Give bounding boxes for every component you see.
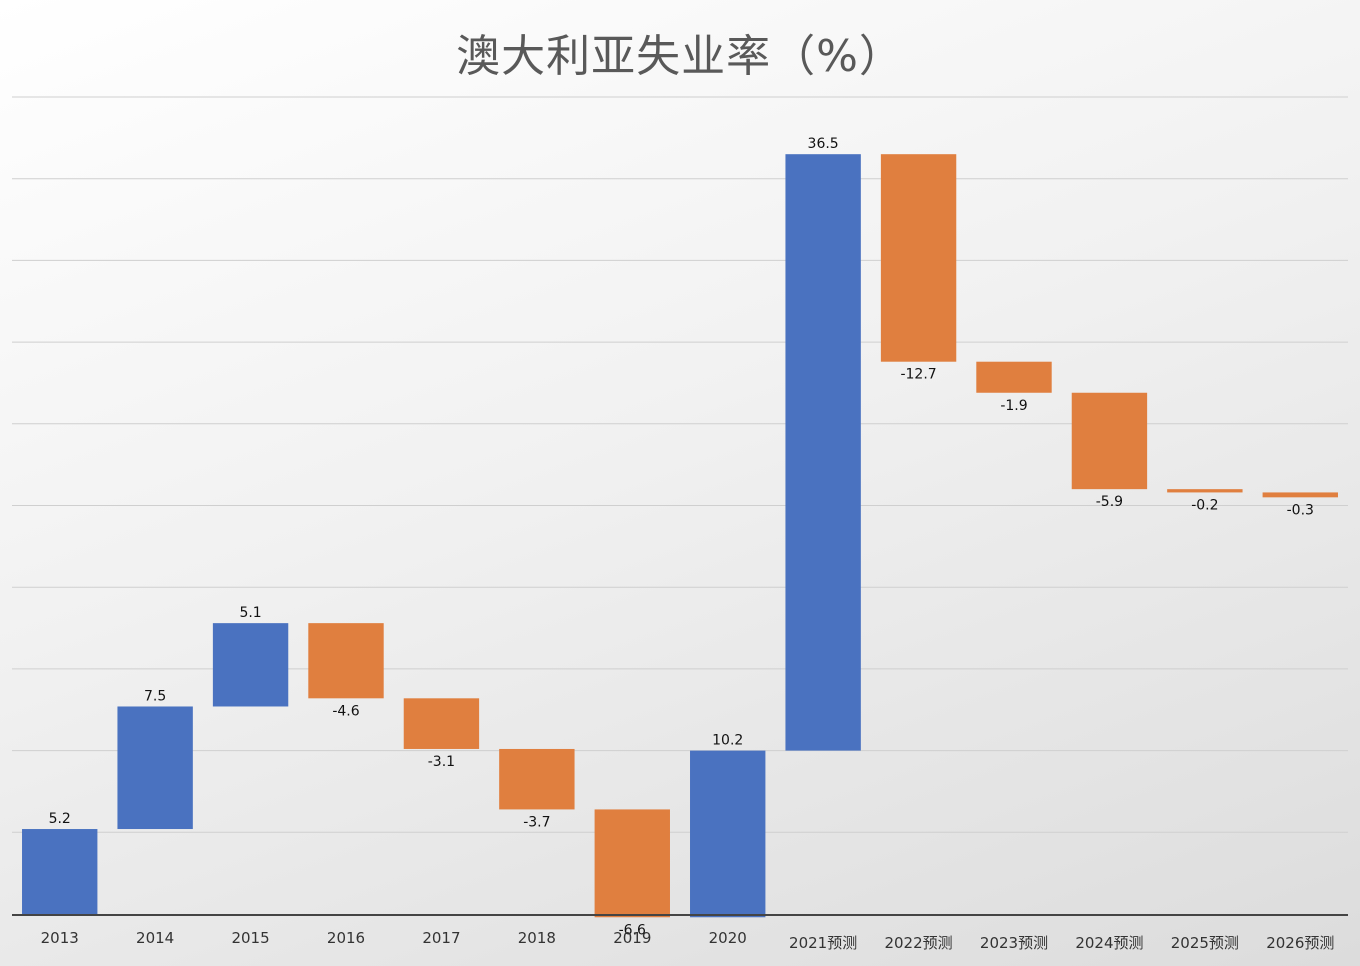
data-label: -6.6 — [619, 922, 646, 938]
chart-title: 澳大利亚失业率（%） — [456, 31, 904, 82]
data-label: 5.1 — [239, 605, 261, 621]
data-label: -5.9 — [1096, 494, 1123, 510]
x-tick-label: 2017 — [422, 929, 460, 947]
bar-2022预测 — [880, 154, 957, 362]
bar-2024预测 — [1071, 392, 1148, 490]
bar-2016 — [308, 623, 384, 699]
x-tick-label: 2018 — [518, 929, 556, 947]
data-label: -1.9 — [1000, 398, 1027, 414]
data-label: 10.2 — [712, 733, 743, 749]
x-tick-label: 2026预测 — [1266, 934, 1334, 952]
bar-2023预测 — [976, 361, 1052, 393]
x-tick-label: 2016 — [327, 929, 365, 947]
data-label: -0.2 — [1191, 497, 1218, 513]
bar-2021预测 — [785, 154, 861, 751]
bar-2026预测 — [1262, 492, 1338, 498]
value-labels: 5.2 7.5 5.1 -4.6 -3.1 -3.7 -6.6 10.2 36.5 -12.7 -1… — [49, 136, 1314, 938]
bar-2013 — [22, 829, 98, 914]
bar-2025预测 — [1167, 489, 1243, 493]
x-tick-label: 2015 — [231, 929, 269, 947]
bar-2015 — [212, 623, 289, 707]
x-tick-label: 2020 — [709, 929, 747, 947]
category-labels: 2013 2014 2015 2016 2017 2018 2019 2020 2021预测 20… — [41, 929, 1335, 952]
x-tick-label: 2019 — [613, 929, 651, 947]
data-label: -0.3 — [1287, 502, 1314, 518]
x-tick-label: 2013 — [41, 929, 79, 947]
bar-2014 — [117, 706, 193, 830]
data-label: 5.2 — [49, 811, 71, 827]
data-label: -4.6 — [332, 703, 359, 719]
bar-2020 — [690, 750, 766, 918]
bar-2019 — [594, 809, 670, 918]
x-tick-label: 2025预测 — [1171, 934, 1239, 952]
bars — [22, 154, 1338, 918]
bar-2017 — [403, 698, 480, 749]
data-label: -3.7 — [523, 814, 550, 830]
x-tick-label: 2014 — [136, 929, 174, 947]
data-label: 36.5 — [808, 136, 839, 152]
x-tick-label: 2023预测 — [980, 934, 1048, 952]
gridlines — [12, 96, 1348, 833]
x-tick-label: 2024预测 — [1075, 934, 1143, 952]
x-tick-label: 2021预测 — [789, 934, 857, 952]
bar-2018 — [499, 748, 575, 810]
data-label: 7.5 — [144, 688, 166, 704]
data-label: -3.1 — [428, 754, 455, 770]
data-label: -12.7 — [900, 367, 936, 383]
x-tick-label: 2022预测 — [884, 934, 952, 952]
